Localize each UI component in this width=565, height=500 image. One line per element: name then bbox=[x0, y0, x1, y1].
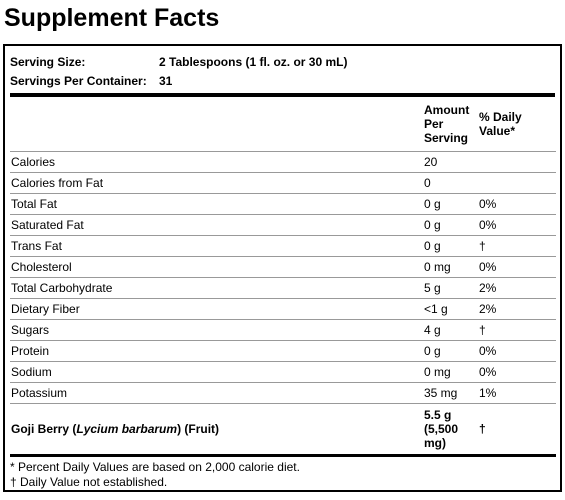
serving-value: 2 Tablespoons (1 fl. oz. or 30 mL) bbox=[159, 54, 348, 69]
amount: 0 g bbox=[423, 235, 478, 257]
header-row: Amount Per Serving % Daily Value* bbox=[10, 97, 556, 152]
amount: 0 g bbox=[423, 214, 478, 236]
nutrient-row: Total Carbohydrate 5 g 2% bbox=[10, 277, 556, 299]
nutrient-name: Goji Berry (Lycium barbarum) (Fruit) bbox=[10, 403, 423, 457]
nutrient-row: Trans Fat 0 g † bbox=[10, 235, 556, 257]
amount: 4 g bbox=[423, 319, 478, 341]
header-blank bbox=[10, 97, 423, 152]
serving-value: 31 bbox=[159, 73, 173, 88]
nutrient-row: Sodium 0 mg 0% bbox=[10, 361, 556, 383]
serving-row: Servings Per Container: 31 bbox=[10, 71, 555, 90]
nutrient-row: Total Fat 0 g 0% bbox=[10, 193, 556, 215]
nutrient-row: Cholesterol 0 mg 0% bbox=[10, 256, 556, 278]
amount: 20 bbox=[423, 151, 478, 173]
serving-label: Servings Per Container: bbox=[10, 73, 147, 88]
amount: 5 g bbox=[423, 277, 478, 299]
amount: 0 bbox=[423, 172, 478, 194]
daily-value: 2% bbox=[478, 277, 556, 299]
facts-box: Serving Size: 2 Tablespoons (1 fl. oz. or… bbox=[3, 44, 562, 492]
nutrient-name: Sodium bbox=[10, 361, 423, 383]
name-part: ) (Fruit) bbox=[177, 422, 220, 436]
amount: 0 g bbox=[423, 340, 478, 362]
nutrient-name: Total Carbohydrate bbox=[10, 277, 423, 299]
nutrient-row: Calories 20 bbox=[10, 151, 556, 173]
title: Supplement Facts bbox=[4, 4, 220, 32]
nutrient-row: Potassium 35 mg 1% bbox=[10, 382, 556, 404]
amount: 0 mg bbox=[423, 256, 478, 278]
nutrient-row: Calories from Fat 0 bbox=[10, 172, 556, 194]
name-part: Goji Berry ( bbox=[11, 422, 77, 436]
name-part: Lycium barbarum bbox=[76, 422, 178, 436]
nutrient-name: Sugars bbox=[10, 319, 423, 341]
nutrient-row: Goji Berry (Lycium barbarum) (Fruit) 5.5 … bbox=[10, 403, 556, 457]
serving-row: Serving Size: 2 Tablespoons (1 fl. oz. or… bbox=[10, 52, 555, 71]
header-amount: Amount Per Serving bbox=[423, 97, 478, 152]
daily-value: 2% bbox=[478, 298, 556, 320]
daily-value bbox=[478, 151, 556, 173]
nutrient-name: Potassium bbox=[10, 382, 423, 404]
nutrient-row: Dietary Fiber <1 g 2% bbox=[10, 298, 556, 320]
nutrient-name: Cholesterol bbox=[10, 256, 423, 278]
nutrient-table: Amount Per Serving % Daily Value* Calori… bbox=[10, 97, 556, 457]
amount: 0 g bbox=[423, 193, 478, 215]
nutrient-name: Dietary Fiber bbox=[10, 298, 423, 320]
serving-label: Serving Size: bbox=[10, 54, 86, 69]
nutrient-row: Protein 0 g 0% bbox=[10, 340, 556, 362]
daily-value: † bbox=[478, 403, 556, 457]
daily-value: 1% bbox=[478, 382, 556, 404]
nutrient-name: Total Fat bbox=[10, 193, 423, 215]
daily-value: 0% bbox=[478, 193, 556, 215]
nutrient-name: Calories from Fat bbox=[10, 172, 423, 194]
nutrient-name: Protein bbox=[10, 340, 423, 362]
nutrient-name: Calories bbox=[10, 151, 423, 173]
header-dv: % Daily Value* bbox=[478, 97, 556, 152]
daily-value: 0% bbox=[478, 340, 556, 362]
daily-value bbox=[478, 172, 556, 194]
daily-value: 0% bbox=[478, 256, 556, 278]
daily-value: † bbox=[478, 235, 556, 257]
daily-value: 0% bbox=[478, 361, 556, 383]
amount: 35 mg bbox=[423, 382, 478, 404]
serving-info: Serving Size: 2 Tablespoons (1 fl. oz. or… bbox=[10, 52, 555, 97]
daily-value: 0% bbox=[478, 214, 556, 236]
nutrient-row: Sugars 4 g † bbox=[10, 319, 556, 341]
nutrient-name: Trans Fat bbox=[10, 235, 423, 257]
nutrient-row: Saturated Fat 0 g 0% bbox=[10, 214, 556, 236]
amount: 5.5 g (5,500 mg) bbox=[423, 403, 478, 457]
footnotes: * Percent Daily Values are based on 2,00… bbox=[10, 460, 555, 490]
nutrient-name: Saturated Fat bbox=[10, 214, 423, 236]
amount: 0 mg bbox=[423, 361, 478, 383]
amount: <1 g bbox=[423, 298, 478, 320]
footnote: † Daily Value not established. bbox=[10, 475, 168, 489]
footnote: * Percent Daily Values are based on 2,00… bbox=[10, 460, 300, 474]
daily-value: † bbox=[478, 319, 556, 341]
